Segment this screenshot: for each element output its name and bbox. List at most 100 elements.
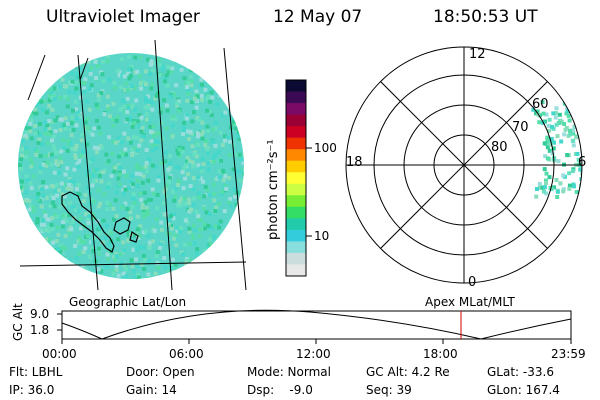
emission-pixel [19, 195, 24, 200]
emission-pixel [562, 122, 567, 126]
emission-pixel [571, 131, 576, 136]
emission-pixel [38, 154, 43, 159]
emission-pixel [150, 163, 155, 168]
emission-pixel [63, 116, 68, 121]
emission-pixel [113, 198, 118, 203]
emission-pixel [116, 136, 121, 141]
emission-pixel [47, 119, 52, 123]
emission-pixel [144, 112, 149, 117]
emission-pixel [228, 203, 233, 208]
emission-pixel [54, 150, 59, 155]
emission-pixel [188, 74, 193, 79]
emission-pixel [584, 110, 588, 114]
emission-pixel [51, 134, 56, 139]
emission-pixel [197, 234, 202, 239]
emission-pixel [83, 56, 88, 61]
emission-pixel [225, 269, 230, 274]
emission-pixel [218, 272, 223, 277]
emission-pixel [81, 199, 86, 204]
emission-pixel [235, 152, 240, 157]
emission-pixel [210, 225, 215, 230]
emission-pixel [84, 212, 89, 217]
emission-pixel [44, 185, 49, 190]
emission-pixel [185, 220, 190, 225]
emission-pixel [71, 204, 76, 209]
emission-pixel [195, 134, 200, 139]
emission-pixel [22, 129, 27, 134]
emission-pixel [82, 81, 87, 85]
emission-pixel [110, 152, 115, 157]
emission-pixel [18, 124, 23, 129]
emission-pixel [575, 108, 580, 112]
emission-pixel [243, 167, 244, 172]
emission-pixel [228, 197, 233, 201]
emission-pixel [127, 76, 132, 81]
emission-pixel [18, 163, 22, 168]
emission-pixel [583, 133, 587, 137]
colorbar-tick-100: 100 [314, 141, 337, 155]
emission-pixel [176, 151, 181, 156]
emission-pixel [236, 134, 240, 139]
emission-pixel [578, 167, 582, 172]
emission-pixel [43, 120, 48, 125]
colorbar-band [286, 183, 306, 196]
emission-pixel [154, 146, 159, 150]
emission-pixel [155, 265, 160, 270]
emission-pixel [200, 97, 205, 102]
emission-pixel [26, 245, 31, 250]
emission-pixel [190, 232, 195, 237]
emission-pixel [57, 188, 61, 193]
colorbar-band [286, 149, 306, 162]
emission-pixel [188, 58, 193, 63]
emission-pixel [152, 133, 157, 138]
emission-pixel [104, 264, 109, 269]
emission-pixel [22, 69, 26, 74]
emission-pixel [28, 157, 33, 162]
emission-pixel [200, 120, 205, 125]
emission-pixel [552, 140, 556, 145]
emission-pixel [89, 197, 94, 202]
emission-pixel [135, 263, 139, 268]
emission-pixel [214, 79, 219, 84]
emission-pixel [40, 250, 45, 255]
emission-pixel [61, 137, 66, 142]
emission-pixel [571, 143, 576, 148]
emission-pixel [207, 268, 212, 273]
emission-pixel [76, 183, 81, 187]
emission-pixel [589, 121, 593, 125]
colorbar-unit-label: photon cm⁻²s⁻¹ [266, 139, 281, 240]
emission-pixel [238, 268, 243, 273]
emission-pixel [78, 95, 83, 100]
emission-pixel [542, 167, 547, 172]
emission-pixel [208, 212, 212, 217]
emission-pixel [61, 245, 66, 250]
emission-pixel [94, 167, 99, 172]
emission-pixel [50, 96, 55, 100]
emission-pixel [129, 84, 134, 89]
emission-pixel [47, 93, 52, 98]
emission-pixel [186, 92, 191, 96]
emission-pixel [243, 56, 244, 61]
polar-mlt-12: 12 [469, 47, 486, 62]
emission-pixel [551, 111, 556, 116]
emission-pixel [236, 233, 241, 238]
emission-pixel [70, 146, 75, 151]
emission-pixel [43, 213, 48, 218]
emission-pixel [573, 117, 578, 122]
emission-pixel [83, 193, 88, 197]
emission-pixel [81, 149, 85, 154]
emission-pixel [165, 83, 170, 88]
emission-pixel [108, 114, 112, 119]
emission-pixel [34, 152, 39, 157]
emission-pixel [85, 142, 90, 147]
emission-pixel [36, 57, 41, 62]
emission-pixel [39, 204, 44, 209]
emission-pixel [101, 59, 106, 64]
emission-pixel [48, 55, 53, 60]
polar-plot [345, 46, 593, 284]
emission-pixel [19, 232, 24, 237]
emission-pixel [46, 260, 51, 264]
emission-pixel [27, 126, 32, 131]
emission-pixel [553, 115, 558, 120]
emission-pixel [24, 146, 29, 151]
